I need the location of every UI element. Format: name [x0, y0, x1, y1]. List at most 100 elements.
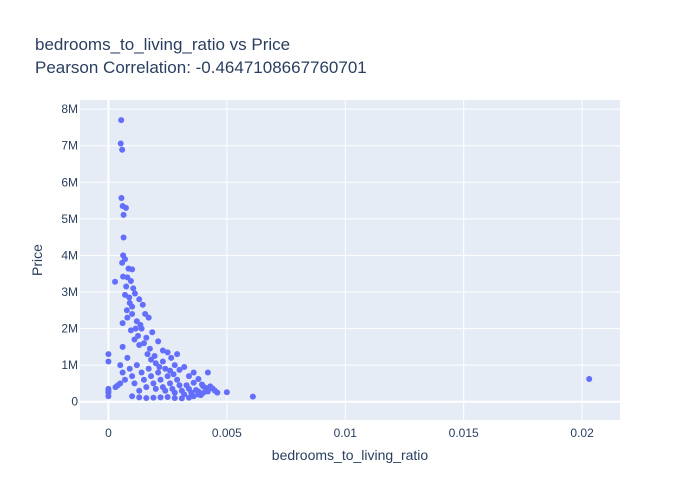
data-point: [122, 204, 129, 211]
data-point: [164, 373, 171, 380]
data-point: [136, 342, 143, 349]
y-tick-label: 3M: [61, 285, 78, 299]
data-point: [144, 351, 151, 358]
data-point: [129, 266, 136, 273]
data-point: [174, 351, 181, 358]
data-point: [129, 310, 136, 317]
y-tick-label: 4M: [61, 248, 78, 262]
data-point: [168, 354, 175, 361]
x-axis-title: bedrooms_to_living_ratio: [272, 447, 429, 463]
data-point: [140, 376, 147, 383]
data-point: [105, 358, 112, 365]
x-axis-ticks: 0 0.005 0.01 0.015 0.02: [105, 426, 594, 440]
x-tick-label: 0: [105, 426, 112, 440]
data-point: [148, 373, 155, 380]
data-point: [124, 314, 131, 321]
data-point: [112, 278, 119, 285]
data-point: [119, 259, 126, 266]
data-point: [185, 373, 192, 380]
data-point: [586, 376, 593, 383]
data-point: [249, 393, 256, 400]
y-tick-label: 5M: [61, 212, 78, 226]
x-tick-label: 0.005: [212, 426, 242, 440]
data-point: [145, 365, 152, 372]
data-point: [105, 351, 112, 358]
data-point: [117, 380, 124, 387]
data-point: [174, 376, 181, 383]
data-point: [120, 211, 127, 218]
y-axis-ticks: 0 1M 2M 3M 4M 5M 6M 7M 8M: [61, 102, 78, 409]
data-point: [149, 329, 156, 336]
grid-lines: [80, 100, 620, 420]
y-tick-label: 0: [71, 395, 78, 409]
x-tick-label: 0.01: [334, 426, 358, 440]
data-point: [118, 117, 125, 124]
data-point: [178, 395, 185, 402]
y-tick-label: 6M: [61, 175, 78, 189]
data-point: [118, 195, 125, 202]
data-point: [124, 354, 131, 361]
data-point: [157, 376, 164, 383]
data-point: [127, 278, 134, 285]
data-point: [146, 345, 153, 352]
data-point: [138, 369, 145, 376]
data-point: [145, 314, 152, 321]
data-point: [127, 327, 134, 334]
data-point: [164, 349, 171, 356]
data-point: [119, 369, 126, 376]
data-point: [214, 389, 221, 396]
data-point: [105, 393, 112, 400]
data-point: [171, 389, 178, 396]
data-point: [131, 380, 138, 387]
data-point: [130, 285, 137, 292]
data-point: [152, 385, 159, 392]
data-point: [139, 301, 146, 308]
y-tick-label: 7M: [61, 139, 78, 153]
data-point: [155, 338, 162, 345]
data-point: [143, 334, 150, 341]
data-point: [167, 380, 173, 387]
data-point: [119, 146, 126, 153]
data-points: [105, 117, 593, 402]
data-point: [156, 363, 163, 370]
data-point: [150, 380, 157, 387]
data-point: [181, 363, 188, 370]
data-point: [117, 362, 124, 369]
data-point: [131, 290, 138, 297]
data-point: [143, 395, 150, 402]
data-point: [119, 343, 126, 350]
data-point: [159, 358, 166, 365]
data-point: [190, 393, 197, 400]
data-point: [133, 362, 140, 369]
data-point: [126, 299, 133, 306]
data-point: [119, 320, 126, 327]
y-tick-label: 1M: [61, 358, 78, 372]
data-point: [170, 371, 177, 378]
data-point: [204, 369, 211, 376]
data-point: [204, 388, 211, 395]
data-point: [150, 394, 157, 401]
data-point: [120, 234, 127, 241]
y-axis-title: Price: [29, 244, 45, 276]
data-point: [117, 140, 124, 147]
data-point: [136, 394, 143, 401]
data-point: [148, 356, 155, 363]
data-point: [176, 366, 183, 373]
data-point: [126, 365, 133, 372]
data-point: [123, 283, 130, 290]
data-point: [135, 332, 142, 339]
data-point: [155, 369, 162, 376]
x-tick-label: 0.02: [570, 426, 594, 440]
data-point: [143, 384, 150, 391]
data-point: [190, 369, 197, 376]
data-point: [123, 307, 130, 314]
data-point: [132, 325, 139, 332]
data-point: [136, 387, 143, 394]
data-point: [137, 321, 144, 328]
data-point: [176, 382, 183, 389]
chart-title-line-2: Pearson Correlation: -0.4647108667760701: [35, 58, 367, 77]
data-point: [162, 387, 169, 394]
y-tick-label: 8M: [61, 102, 78, 116]
data-point: [136, 296, 143, 303]
